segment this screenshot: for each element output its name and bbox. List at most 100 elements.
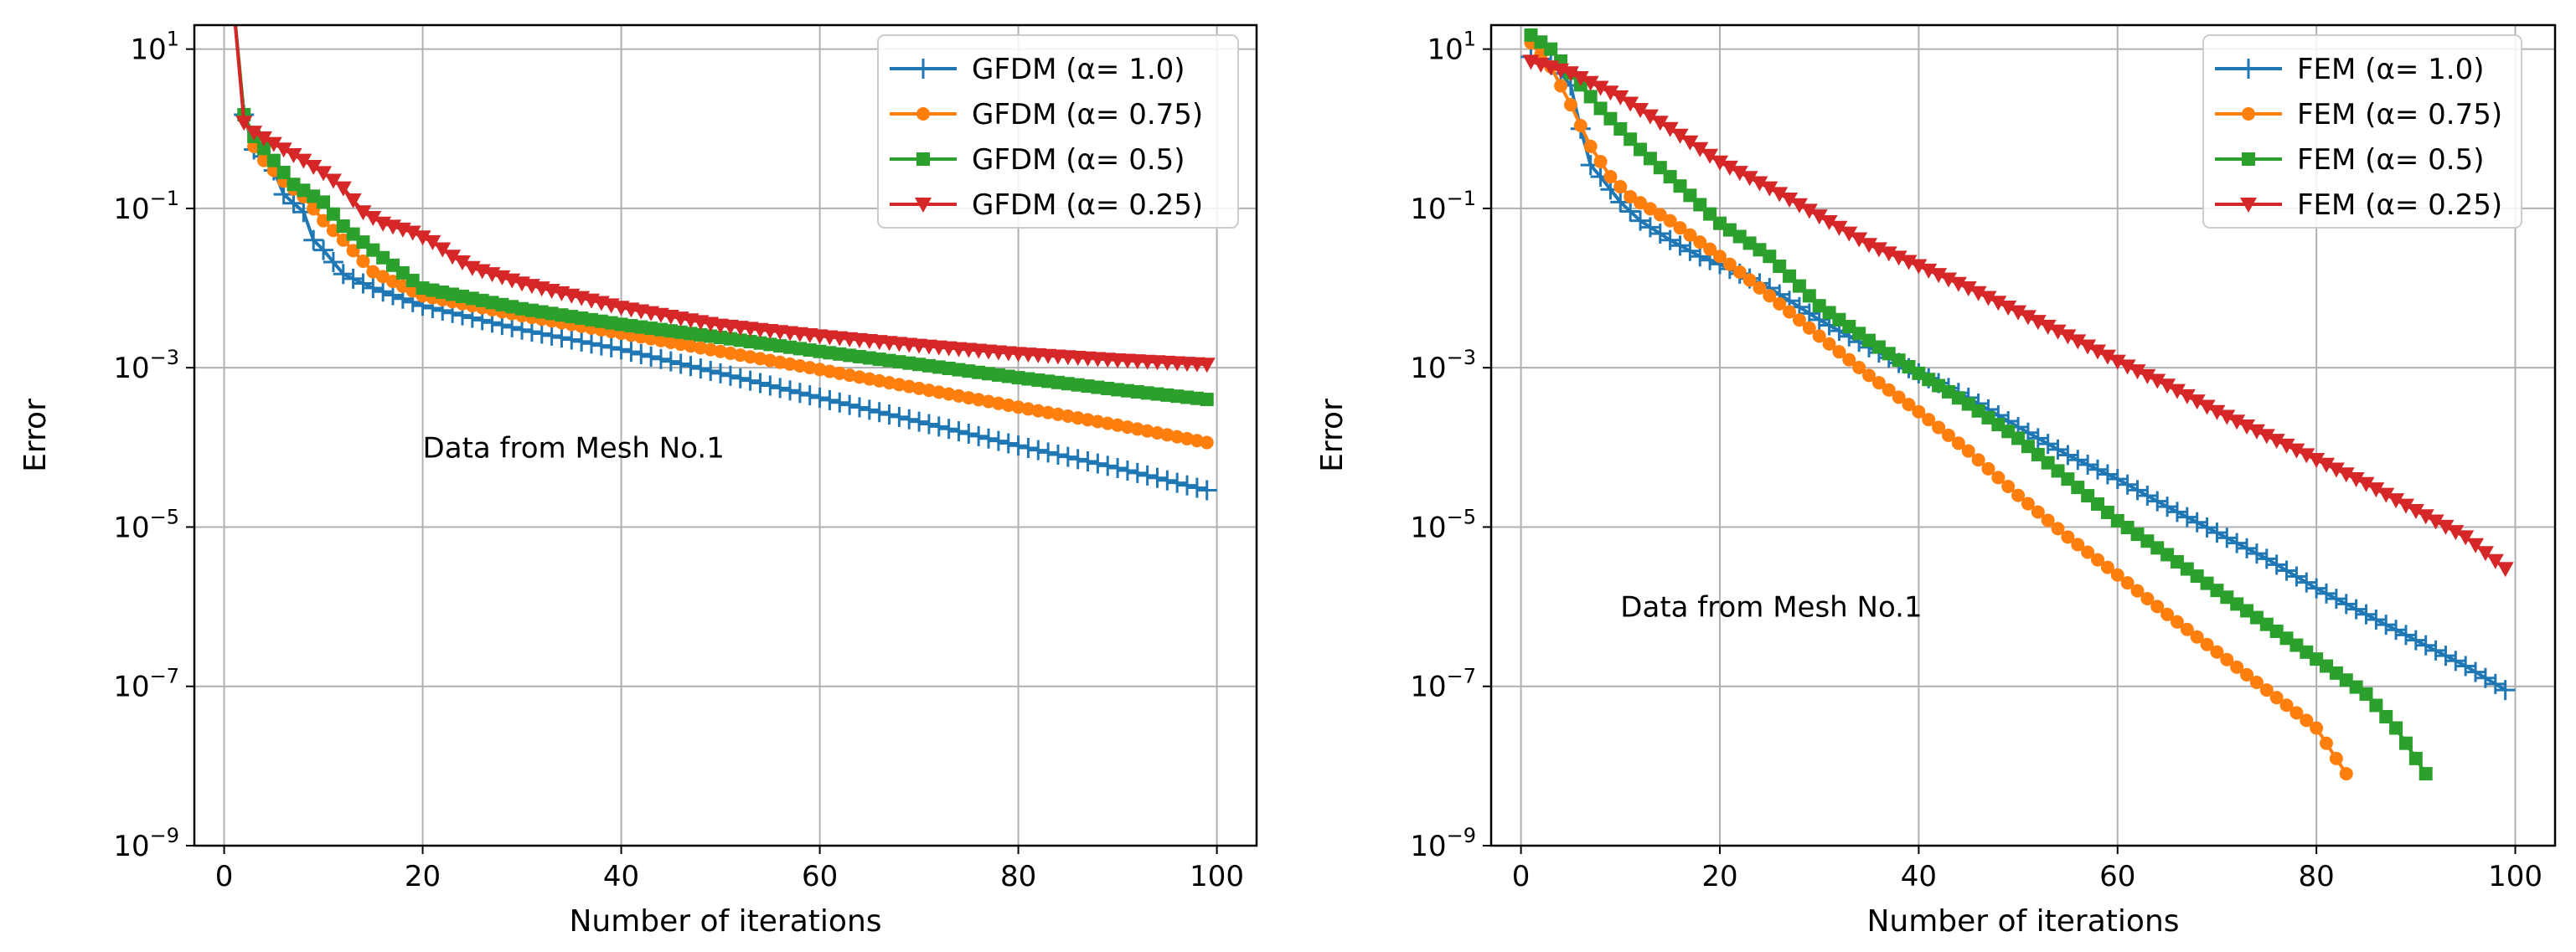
- data-point: [1127, 462, 1148, 483]
- data-point: [1177, 475, 1198, 496]
- data-point: [2259, 683, 2274, 697]
- data-point: [2117, 474, 2138, 495]
- data-point: [1198, 358, 1216, 373]
- data-point: [2237, 538, 2258, 558]
- data-point: [2320, 736, 2334, 750]
- data-point: [1562, 66, 1579, 82]
- data-point: [2425, 640, 2446, 661]
- data-point: [2339, 767, 2353, 781]
- data-point: [819, 389, 840, 410]
- data-point: [1140, 424, 1154, 438]
- data-point: [780, 380, 801, 401]
- data-point: [2140, 591, 2155, 605]
- data-point: [823, 364, 837, 378]
- data-point: [2109, 354, 2126, 370]
- data-point: [1851, 232, 1868, 248]
- data-point: [2129, 364, 2146, 380]
- x-tick-label: 40: [1901, 860, 1937, 893]
- data-point: [2249, 676, 2264, 690]
- y-tick-label: 101: [130, 28, 179, 67]
- data-point: [1781, 193, 1799, 208]
- data-point: [265, 136, 282, 152]
- data-point: [2268, 434, 2285, 450]
- data-point: [1147, 467, 1168, 488]
- data-point: [1910, 259, 1928, 275]
- data-point: [2186, 512, 2207, 533]
- data-point: [1087, 453, 1108, 474]
- data-point: [356, 255, 370, 269]
- data-point: [1592, 80, 1609, 96]
- data-point: [1634, 196, 1648, 210]
- data-point: [1981, 461, 1995, 476]
- x-tick-label: 0: [1512, 860, 1531, 893]
- data-point: [2269, 691, 2284, 705]
- data-point: [2357, 476, 2375, 492]
- data-point: [2081, 545, 2095, 559]
- chart-panel-right: 0 20 40 60 80 100 101 10−1 10−3 10−5 10−7 10−9 Data …: [1315, 23, 2557, 939]
- data-point: [2210, 645, 2224, 659]
- data-point: [641, 346, 662, 367]
- data-point: [1763, 289, 1777, 303]
- data-point: [334, 181, 352, 197]
- x-tick-label: 100: [2488, 860, 2542, 893]
- data-point: [285, 147, 302, 163]
- data-point: [1771, 187, 1789, 203]
- data-point: [1862, 368, 1877, 383]
- data-point: [1892, 390, 1906, 404]
- data-point: [1554, 79, 1568, 93]
- data-point: [1792, 313, 1806, 327]
- data-point: [2059, 329, 2077, 345]
- data-point: [859, 399, 880, 420]
- data-point: [1643, 202, 1657, 216]
- data-point: [2379, 709, 2393, 723]
- data-point: [892, 378, 906, 392]
- data-point: [833, 366, 847, 380]
- data-point: [373, 281, 394, 302]
- data-point: [571, 331, 592, 352]
- data-point: [733, 348, 747, 363]
- data-point: [2417, 509, 2434, 525]
- data-point: [1900, 255, 1918, 270]
- data-point: [1732, 265, 1747, 280]
- data-point: [256, 142, 271, 156]
- data-point: [2407, 504, 2424, 520]
- data-point: [1200, 435, 1214, 450]
- data-point: [928, 416, 949, 437]
- data-point: [2356, 604, 2377, 625]
- data-point: [1186, 477, 1207, 498]
- data-point: [521, 322, 542, 342]
- data-point: [1683, 228, 1697, 242]
- data-point: [2435, 646, 2456, 666]
- data-point: [862, 372, 876, 386]
- data-point: [2495, 680, 2516, 701]
- data-point: [1067, 449, 1088, 470]
- data-point: [1651, 116, 1669, 131]
- data-point: [1690, 246, 1711, 267]
- data-point: [2088, 459, 2109, 480]
- data-point: [1583, 139, 1598, 153]
- data-point: [2160, 607, 2175, 621]
- data-point: [1047, 444, 1068, 465]
- data-point: [1742, 273, 1757, 287]
- data-point: [444, 250, 462, 265]
- data-point: [1622, 96, 1639, 112]
- data-point: [2405, 630, 2426, 651]
- data-point: [414, 230, 431, 246]
- data-point: [1800, 203, 1818, 219]
- data-point: [512, 319, 533, 340]
- data-point: [1624, 132, 1638, 147]
- data-point: [275, 142, 292, 158]
- data-point: [1790, 198, 1808, 214]
- data-point: [2120, 576, 2135, 590]
- data-point: [2496, 562, 2514, 578]
- data-point: [424, 234, 441, 250]
- data-point: [1573, 119, 1587, 133]
- data-point: [1861, 238, 1878, 254]
- data-point: [1041, 405, 1056, 419]
- data-point: [1842, 352, 1856, 367]
- data-point: [1641, 109, 1659, 125]
- data-point: [1753, 280, 1767, 295]
- data-point: [354, 205, 372, 221]
- data-point: [1922, 413, 1936, 427]
